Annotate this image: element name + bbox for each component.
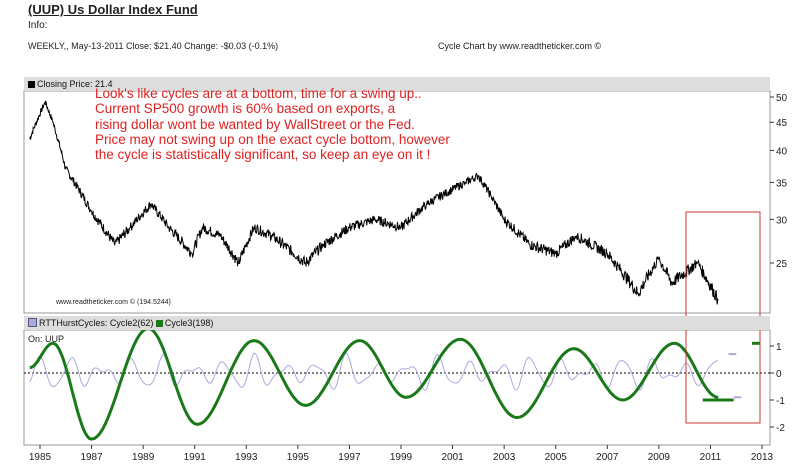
cycle-plot-frame bbox=[23, 329, 771, 446]
cycle3-legend-label: Cycle3(198) bbox=[164, 318, 214, 328]
price-tick-label: 30 bbox=[776, 215, 788, 226]
chart-credit: Cycle Chart by www.readtheticker.com © bbox=[438, 41, 602, 51]
x-tick-label: 2005 bbox=[545, 452, 568, 463]
x-tick-label: 1985 bbox=[29, 452, 52, 463]
x-tick-label: 1993 bbox=[235, 452, 258, 463]
x-tick-label: 2001 bbox=[441, 452, 464, 463]
x-tick-label: 2003 bbox=[493, 452, 516, 463]
cycle-tick-label: 1 bbox=[776, 342, 782, 353]
cycle-symbol-label: On: UUP bbox=[28, 334, 65, 344]
cycle-legend: RTTHurstCycles: Cycle2(62) Cycle3(198) bbox=[24, 316, 770, 330]
cycle2-line bbox=[29, 352, 719, 391]
quote-summary: WEEKLY,, May-13-2011 Close: $21.40 Chang… bbox=[28, 41, 279, 51]
x-tick-label: 1997 bbox=[338, 452, 361, 463]
price-legend: Closing Price: 21.4 bbox=[24, 77, 770, 91]
watermark: www.readtheticker.com © (194.5244) bbox=[56, 299, 171, 306]
cycle-tick-label: -2 bbox=[776, 423, 785, 434]
price-tick-label: 45 bbox=[776, 118, 788, 129]
x-tick-label: 1991 bbox=[184, 452, 207, 463]
cycle3-line bbox=[29, 326, 719, 441]
price-legend-label: Closing Price: 21.4 bbox=[37, 79, 113, 89]
cycle-tick-label: 0 bbox=[776, 369, 782, 380]
x-tick-label: 2011 bbox=[700, 452, 722, 463]
cycle3-swatch bbox=[155, 320, 163, 327]
x-tick-label: 2009 bbox=[648, 452, 671, 463]
price-tick-label: 40 bbox=[776, 146, 788, 157]
price-legend-swatch bbox=[28, 81, 35, 88]
price-line bbox=[29, 99, 719, 305]
price-tick-label: 35 bbox=[776, 178, 788, 189]
x-tick-label: 2013 bbox=[751, 452, 774, 463]
price-tick-label: 25 bbox=[776, 259, 788, 270]
cycle-tick-label: -1 bbox=[776, 396, 785, 407]
price-plot-frame bbox=[23, 90, 771, 314]
x-tick-label: 2007 bbox=[596, 452, 619, 463]
cycle2-legend-label: RTTHurstCycles: Cycle2(62) bbox=[39, 318, 154, 328]
annotation-text: Look's like cycles are at a bottom, time… bbox=[95, 86, 450, 163]
page-title: (UUP) Us Dollar Index Fund bbox=[28, 2, 198, 17]
info-label: Info: bbox=[28, 20, 48, 31]
x-tick-label: 1995 bbox=[287, 452, 310, 463]
x-tick-label: 1989 bbox=[132, 452, 155, 463]
x-tick-label: 1999 bbox=[390, 452, 413, 463]
price-tick-label: 50 bbox=[776, 93, 788, 104]
x-tick-label: 1987 bbox=[80, 452, 103, 463]
cycle2-swatch bbox=[28, 318, 37, 327]
